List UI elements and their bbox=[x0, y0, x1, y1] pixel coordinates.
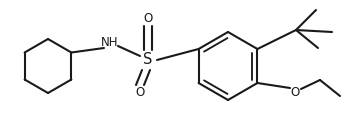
Text: NH: NH bbox=[101, 36, 119, 48]
Text: S: S bbox=[143, 53, 153, 67]
Text: O: O bbox=[135, 86, 145, 100]
Text: O: O bbox=[290, 86, 299, 100]
Text: O: O bbox=[143, 11, 153, 25]
